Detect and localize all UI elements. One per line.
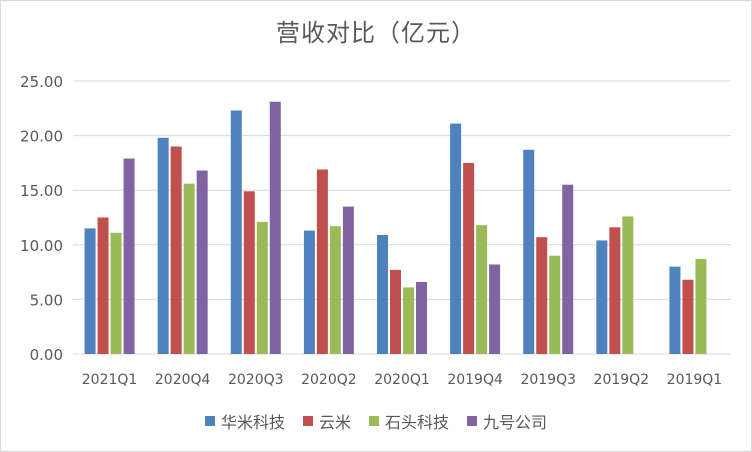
bar — [303, 230, 315, 354]
bar — [329, 226, 341, 354]
chart-title: 营收对比（亿元） — [276, 19, 476, 47]
x-tick-label: 2019Q4 — [447, 372, 503, 388]
legend-swatch — [369, 416, 379, 426]
grid-layer — [73, 80, 731, 355]
bar — [342, 206, 354, 354]
x-tick-label: 2020Q3 — [228, 372, 284, 388]
x-tick-label: 2019Q3 — [520, 372, 576, 388]
bar — [403, 287, 414, 354]
bar — [463, 162, 475, 354]
axis-layer: 0.00 5.00 10.00 15.00 20.00 25.00 2021Q1 2020Q4… — [20, 73, 722, 388]
x-tick-label: 2020Q1 — [374, 372, 430, 388]
bar — [157, 137, 169, 354]
bar — [377, 234, 388, 354]
bar — [269, 101, 281, 354]
x-tick-label: 2020Q2 — [301, 372, 357, 388]
bar — [316, 169, 328, 354]
bar — [390, 269, 401, 354]
bar — [97, 217, 109, 354]
bar — [230, 110, 242, 354]
y-tick-label: 0.00 — [30, 346, 63, 364]
legend: 华米科技 云米 石头科技 九号公司 — [1, 409, 751, 433]
bar — [669, 266, 681, 354]
bar — [622, 216, 634, 354]
bar — [416, 281, 427, 354]
bar — [596, 240, 608, 354]
y-tick-label: 10.00 — [20, 237, 63, 255]
legend-swatch — [467, 416, 478, 426]
legend-item: 九号公司 — [467, 409, 547, 433]
legend-label: 云米 — [318, 413, 351, 432]
bar — [183, 183, 195, 354]
legend-label: 九号公司 — [483, 413, 548, 432]
legend-label: 华米科技 — [220, 413, 285, 432]
bar — [523, 149, 535, 354]
legend-item: 华米科技 — [204, 409, 285, 433]
y-tick-label: 5.00 — [30, 291, 63, 309]
bar — [243, 191, 255, 354]
x-tick-label: 2019Q1 — [667, 372, 723, 388]
bar — [562, 184, 574, 354]
bar — [476, 225, 488, 354]
bar — [682, 279, 694, 354]
x-tick-label: 2019Q2 — [594, 372, 650, 388]
bar — [695, 258, 707, 354]
bar — [123, 158, 135, 354]
legend-item: 云米 — [302, 409, 351, 433]
legend-item: 石头科技 — [369, 409, 449, 433]
bar — [549, 255, 561, 354]
y-tick-label: 25.00 — [20, 73, 63, 91]
legend-swatch — [204, 416, 215, 426]
legend-label: 石头科技 — [385, 413, 450, 432]
bar — [536, 237, 548, 354]
x-tick-label: 2020Q4 — [155, 372, 211, 388]
bar — [170, 146, 182, 354]
bar — [450, 123, 462, 354]
y-tick-label: 20.00 — [20, 128, 63, 146]
bar — [84, 228, 96, 354]
bar — [196, 170, 208, 354]
bar — [609, 227, 621, 354]
x-tick-label: 2021Q1 — [82, 372, 138, 388]
bar — [256, 221, 268, 354]
bar — [110, 232, 122, 354]
legend-swatch — [302, 416, 313, 426]
bar — [489, 264, 501, 354]
bar-layer — [84, 101, 707, 354]
y-tick-label: 15.00 — [20, 182, 63, 200]
